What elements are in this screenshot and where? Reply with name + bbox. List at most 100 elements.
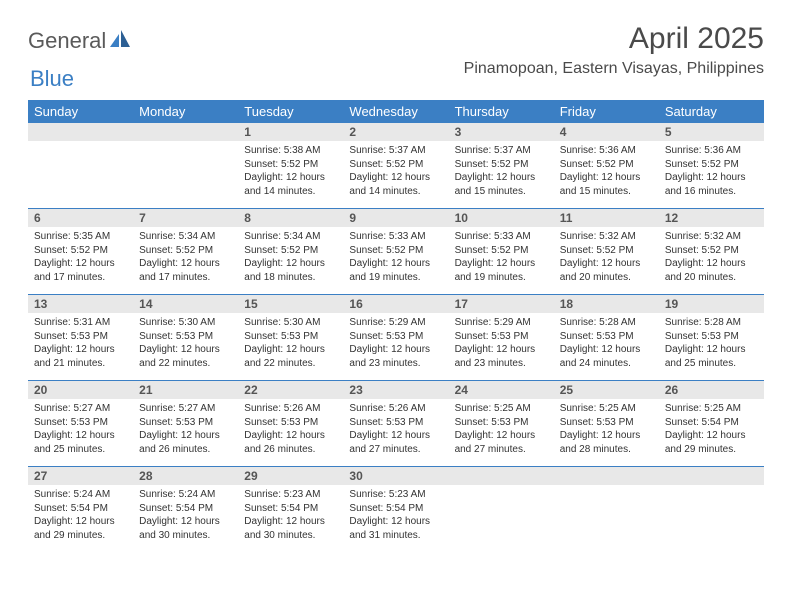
sunrise-text: Sunrise: 5:25 AM	[455, 402, 548, 416]
sunset-text: Sunset: 5:52 PM	[455, 244, 548, 258]
sunrise-text: Sunrise: 5:25 AM	[665, 402, 758, 416]
day-number: 27	[28, 467, 133, 485]
day-cell: Sunrise: 5:35 AMSunset: 5:52 PMDaylight:…	[28, 227, 133, 295]
day-cell: Sunrise: 5:28 AMSunset: 5:53 PMDaylight:…	[659, 313, 764, 381]
sunset-text: Sunset: 5:53 PM	[139, 416, 232, 430]
daylight-text: Daylight: 12 hours and 30 minutes.	[244, 515, 337, 542]
sunrise-text: Sunrise: 5:24 AM	[139, 488, 232, 502]
day-number: 6	[28, 209, 133, 227]
logo-text-2: Blue	[30, 66, 74, 91]
daylight-text: Daylight: 12 hours and 28 minutes.	[560, 429, 653, 456]
day-cell: Sunrise: 5:25 AMSunset: 5:54 PMDaylight:…	[659, 399, 764, 467]
sunrise-text: Sunrise: 5:37 AM	[349, 144, 442, 158]
day-number: 4	[554, 123, 659, 141]
day-cell: Sunrise: 5:32 AMSunset: 5:52 PMDaylight:…	[659, 227, 764, 295]
daylight-text: Daylight: 12 hours and 17 minutes.	[34, 257, 127, 284]
dayhead-mon: Monday	[133, 100, 238, 123]
daylight-text: Daylight: 12 hours and 19 minutes.	[349, 257, 442, 284]
calendar-table: Sunday Monday Tuesday Wednesday Thursday…	[28, 100, 764, 552]
day-cell: Sunrise: 5:34 AMSunset: 5:52 PMDaylight:…	[133, 227, 238, 295]
day-cell	[449, 485, 554, 552]
day-number: 7	[133, 209, 238, 227]
daylight-text: Daylight: 12 hours and 29 minutes.	[34, 515, 127, 542]
day-number: 30	[343, 467, 448, 485]
sunrise-text: Sunrise: 5:27 AM	[139, 402, 232, 416]
daylight-text: Daylight: 12 hours and 20 minutes.	[560, 257, 653, 284]
daynum-row: 12345	[28, 123, 764, 141]
daynum-row: 13141516171819	[28, 295, 764, 313]
sunset-text: Sunset: 5:53 PM	[244, 330, 337, 344]
day-cell: Sunrise: 5:25 AMSunset: 5:53 PMDaylight:…	[554, 399, 659, 467]
sunrise-text: Sunrise: 5:24 AM	[34, 488, 127, 502]
day-number	[659, 467, 764, 485]
day-cell	[659, 485, 764, 552]
day-cell: Sunrise: 5:31 AMSunset: 5:53 PMDaylight:…	[28, 313, 133, 381]
sunrise-text: Sunrise: 5:23 AM	[349, 488, 442, 502]
daycontent-row: Sunrise: 5:31 AMSunset: 5:53 PMDaylight:…	[28, 313, 764, 381]
logo-sail-icon	[110, 30, 130, 53]
sunrise-text: Sunrise: 5:26 AM	[349, 402, 442, 416]
daylight-text: Daylight: 12 hours and 21 minutes.	[34, 343, 127, 370]
sunset-text: Sunset: 5:54 PM	[139, 502, 232, 516]
sunrise-text: Sunrise: 5:29 AM	[349, 316, 442, 330]
sunset-text: Sunset: 5:52 PM	[244, 244, 337, 258]
day-cell: Sunrise: 5:32 AMSunset: 5:52 PMDaylight:…	[554, 227, 659, 295]
daylight-text: Daylight: 12 hours and 22 minutes.	[244, 343, 337, 370]
daylight-text: Daylight: 12 hours and 18 minutes.	[244, 257, 337, 284]
dayhead-sun: Sunday	[28, 100, 133, 123]
day-cell: Sunrise: 5:38 AMSunset: 5:52 PMDaylight:…	[238, 141, 343, 209]
sunrise-text: Sunrise: 5:35 AM	[34, 230, 127, 244]
dayhead-fri: Friday	[554, 100, 659, 123]
sunset-text: Sunset: 5:53 PM	[244, 416, 337, 430]
day-cell: Sunrise: 5:26 AMSunset: 5:53 PMDaylight:…	[343, 399, 448, 467]
day-number: 21	[133, 381, 238, 399]
sunset-text: Sunset: 5:52 PM	[560, 158, 653, 172]
sunrise-text: Sunrise: 5:25 AM	[560, 402, 653, 416]
sunrise-text: Sunrise: 5:29 AM	[455, 316, 548, 330]
daylight-text: Daylight: 12 hours and 29 minutes.	[665, 429, 758, 456]
daycontent-row: Sunrise: 5:35 AMSunset: 5:52 PMDaylight:…	[28, 227, 764, 295]
daylight-text: Daylight: 12 hours and 14 minutes.	[349, 171, 442, 198]
dayhead-wed: Wednesday	[343, 100, 448, 123]
sunset-text: Sunset: 5:54 PM	[34, 502, 127, 516]
sunset-text: Sunset: 5:52 PM	[34, 244, 127, 258]
daylight-text: Daylight: 12 hours and 15 minutes.	[560, 171, 653, 198]
day-number: 13	[28, 295, 133, 313]
day-number: 26	[659, 381, 764, 399]
day-number: 3	[449, 123, 554, 141]
day-number: 19	[659, 295, 764, 313]
day-number: 22	[238, 381, 343, 399]
logo: General	[28, 22, 132, 54]
day-cell: Sunrise: 5:23 AMSunset: 5:54 PMDaylight:…	[238, 485, 343, 552]
title-block: April 2025 Pinamopoan, Eastern Visayas, …	[464, 22, 764, 78]
day-number: 8	[238, 209, 343, 227]
day-number: 2	[343, 123, 448, 141]
sunrise-text: Sunrise: 5:34 AM	[139, 230, 232, 244]
day-cell: Sunrise: 5:27 AMSunset: 5:53 PMDaylight:…	[133, 399, 238, 467]
sunset-text: Sunset: 5:53 PM	[560, 416, 653, 430]
daylight-text: Daylight: 12 hours and 14 minutes.	[244, 171, 337, 198]
daycontent-row: Sunrise: 5:27 AMSunset: 5:53 PMDaylight:…	[28, 399, 764, 467]
location-subtitle: Pinamopoan, Eastern Visayas, Philippines	[464, 60, 764, 78]
day-number: 20	[28, 381, 133, 399]
sunrise-text: Sunrise: 5:33 AM	[455, 230, 548, 244]
sunset-text: Sunset: 5:54 PM	[665, 416, 758, 430]
sunset-text: Sunset: 5:52 PM	[244, 158, 337, 172]
month-title: April 2025	[464, 22, 764, 56]
day-number: 17	[449, 295, 554, 313]
sunset-text: Sunset: 5:54 PM	[244, 502, 337, 516]
day-number: 11	[554, 209, 659, 227]
day-number	[449, 467, 554, 485]
day-number	[133, 123, 238, 141]
day-cell: Sunrise: 5:37 AMSunset: 5:52 PMDaylight:…	[449, 141, 554, 209]
day-cell: Sunrise: 5:28 AMSunset: 5:53 PMDaylight:…	[554, 313, 659, 381]
daynum-row: 20212223242526	[28, 381, 764, 399]
day-cell: Sunrise: 5:34 AMSunset: 5:52 PMDaylight:…	[238, 227, 343, 295]
day-number: 14	[133, 295, 238, 313]
sunrise-text: Sunrise: 5:36 AM	[560, 144, 653, 158]
sunrise-text: Sunrise: 5:37 AM	[455, 144, 548, 158]
sunrise-text: Sunrise: 5:28 AM	[560, 316, 653, 330]
sunrise-text: Sunrise: 5:27 AM	[34, 402, 127, 416]
day-number	[554, 467, 659, 485]
daylight-text: Daylight: 12 hours and 26 minutes.	[244, 429, 337, 456]
